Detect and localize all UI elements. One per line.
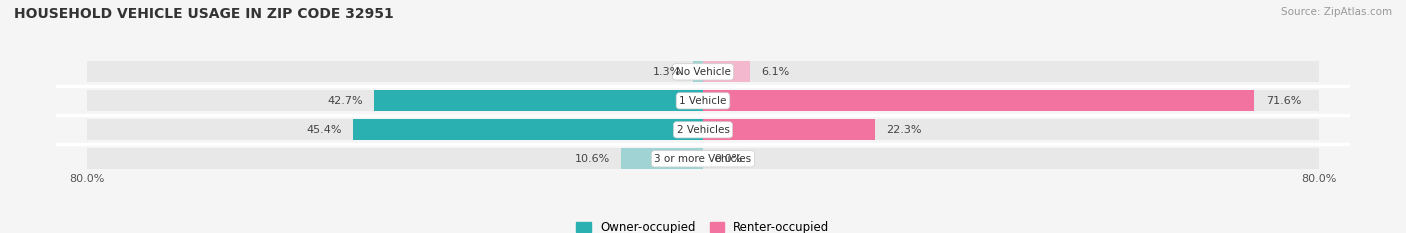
- Text: 71.6%: 71.6%: [1265, 96, 1301, 106]
- Bar: [87, 148, 1319, 169]
- Text: 22.3%: 22.3%: [886, 125, 922, 135]
- Text: 2 Vehicles: 2 Vehicles: [676, 125, 730, 135]
- Bar: [374, 90, 703, 111]
- Text: 45.4%: 45.4%: [307, 125, 342, 135]
- Text: HOUSEHOLD VEHICLE USAGE IN ZIP CODE 32951: HOUSEHOLD VEHICLE USAGE IN ZIP CODE 3295…: [14, 7, 394, 21]
- Text: 80.0%: 80.0%: [69, 174, 104, 184]
- Text: 3 or more Vehicles: 3 or more Vehicles: [654, 154, 752, 164]
- Text: 10.6%: 10.6%: [575, 154, 610, 164]
- Bar: [621, 148, 703, 169]
- Text: 42.7%: 42.7%: [328, 96, 363, 106]
- Bar: [87, 62, 1319, 82]
- Text: 1.3%: 1.3%: [654, 67, 682, 77]
- Bar: [87, 119, 1319, 140]
- Text: No Vehicle: No Vehicle: [675, 67, 731, 77]
- Bar: [87, 90, 1319, 111]
- Bar: [353, 119, 703, 140]
- Text: 6.1%: 6.1%: [762, 67, 790, 77]
- Bar: [703, 62, 749, 82]
- Text: 80.0%: 80.0%: [1302, 174, 1337, 184]
- Bar: [703, 90, 1254, 111]
- Text: Source: ZipAtlas.com: Source: ZipAtlas.com: [1281, 7, 1392, 17]
- Bar: [693, 62, 703, 82]
- Bar: [703, 119, 875, 140]
- Text: 1 Vehicle: 1 Vehicle: [679, 96, 727, 106]
- Text: 0.0%: 0.0%: [714, 154, 742, 164]
- Legend: Owner-occupied, Renter-occupied: Owner-occupied, Renter-occupied: [576, 221, 830, 233]
